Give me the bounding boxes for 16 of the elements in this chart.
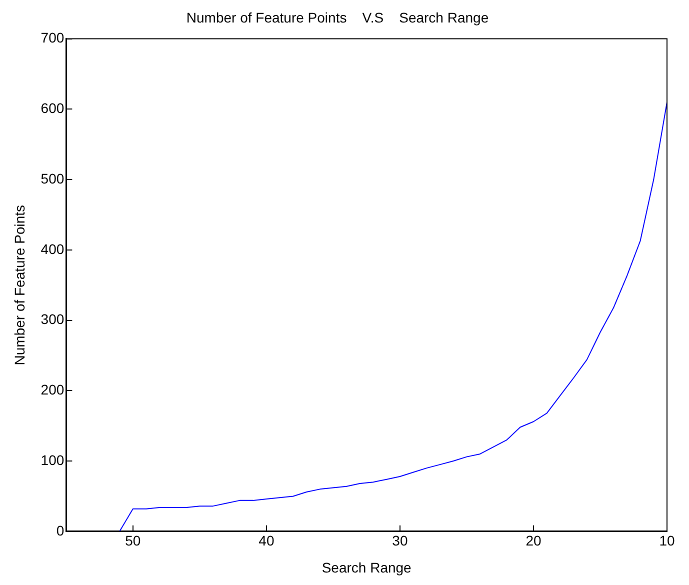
chart-title: Number of Feature Points V.S Search Range	[186, 9, 489, 26]
y-tick-label: 400	[40, 240, 64, 257]
y-tick-label: 0	[56, 522, 64, 538]
y-tick-label: 500	[40, 170, 64, 186]
y-tick-label: 100	[40, 452, 64, 468]
x-tick-label: 20	[526, 532, 542, 549]
y-tick-label: 600	[40, 100, 64, 116]
x-tick-label: 50	[125, 532, 141, 549]
y-tick-label: 200	[40, 382, 64, 398]
x-tick-label: 10	[659, 532, 675, 549]
x-tick-label: 40	[258, 532, 274, 549]
x-tick-label: 30	[392, 532, 408, 549]
x-axis-title: Search Range	[322, 559, 412, 576]
y-axis-title: Number of Feature Points	[11, 204, 28, 366]
y-tick-label: 700	[40, 30, 64, 46]
y-tick-label: 300	[40, 311, 64, 328]
